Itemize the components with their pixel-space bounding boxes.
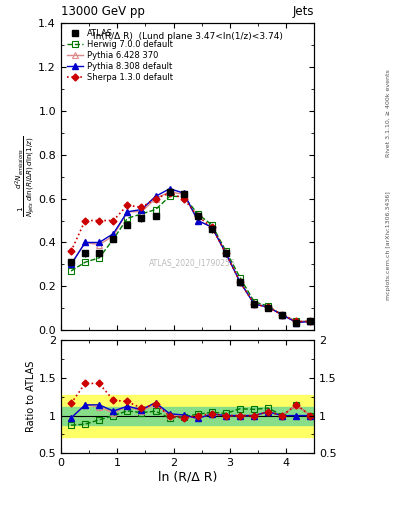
- X-axis label: ln (R/Δ R): ln (R/Δ R): [158, 471, 217, 484]
- Text: ln(R/Δ R)  (Lund plane 3.47<ln(1/z)<3.74): ln(R/Δ R) (Lund plane 3.47<ln(1/z)<3.74): [93, 32, 283, 41]
- Bar: [61, 407, 314, 424]
- Text: 13000 GeV pp: 13000 GeV pp: [61, 5, 145, 18]
- Legend: ATLAS, Herwig 7.0.0 default, Pythia 6.428 370, Pythia 8.308 default, Sherpa 1.3.: ATLAS, Herwig 7.0.0 default, Pythia 6.42…: [65, 27, 174, 84]
- Text: Rivet 3.1.10, ≥ 400k events: Rivet 3.1.10, ≥ 400k events: [386, 69, 391, 157]
- Text: ATLAS_2020_I1790256: ATLAS_2020_I1790256: [149, 258, 236, 267]
- Bar: [61, 395, 314, 437]
- Text: mcplots.cern.ch [arXiv:1306.3436]: mcplots.cern.ch [arXiv:1306.3436]: [386, 191, 391, 300]
- Text: Jets: Jets: [293, 5, 314, 18]
- Y-axis label: Ratio to ATLAS: Ratio to ATLAS: [26, 361, 36, 433]
- Y-axis label: $\frac{1}{N_{jets}}\frac{d^2 N_{emissions}}{d\ln(R/\Delta R)\, d\ln(1/z)}$: $\frac{1}{N_{jets}}\frac{d^2 N_{emission…: [13, 136, 37, 218]
